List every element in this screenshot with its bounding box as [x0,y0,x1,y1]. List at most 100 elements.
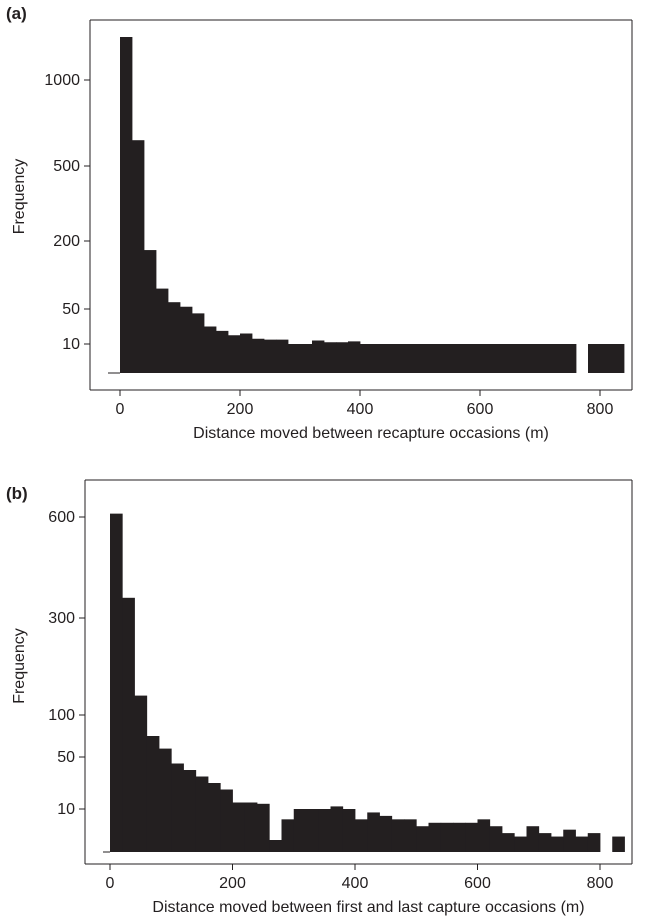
histogram-bar [489,826,503,852]
histogram-bar [144,250,157,373]
x-tick-label: 0 [106,875,115,892]
panel-a-label: (a) [6,4,27,23]
histogram-bar [120,37,133,373]
y-tick-label: 10 [62,336,80,353]
histogram-bar [453,822,466,852]
histogram-bar [379,815,393,852]
histogram-bar [244,802,258,852]
y-tick-label: 100 [48,707,75,724]
histogram-bar [477,819,491,852]
histogram-bar [468,344,481,373]
y-tick-label: 1000 [44,72,80,89]
histogram-bar [192,313,205,373]
histogram-bar [195,776,209,852]
histogram-bar [408,344,421,373]
histogram-bar [420,344,433,373]
histogram-bar [276,339,289,373]
histogram-bar [528,344,541,373]
histogram-bar [264,339,277,373]
panel-b-label: (b) [6,484,28,503]
histogram-bar [134,695,148,852]
histogram-bar [551,836,564,852]
histogram-bar [588,344,601,373]
histogram-bar [269,840,282,852]
histogram-bar [232,802,246,852]
x-tick-label: 200 [219,875,246,892]
histogram-bar [502,833,515,852]
histogram-bar [440,822,454,852]
y-axis-title: Frequency [11,159,28,235]
histogram-bar [318,809,331,852]
x-tick-label: 400 [342,875,369,892]
histogram-bar [367,812,380,852]
histogram-bar [526,826,540,852]
histogram-bar [228,335,241,373]
histogram-bar [132,140,145,373]
histogram-bar [348,341,361,373]
y-tick-label: 600 [48,509,75,526]
histogram-bar [156,288,169,373]
histogram-bar [384,344,397,373]
histogram-bar [306,809,319,852]
histogram-bar [122,597,135,852]
histogram-bar [432,344,445,373]
histogram-bar [514,836,527,852]
histogram-bar [336,342,349,373]
histogram-bar [257,803,270,852]
histogram-bar [612,836,625,852]
histogram-bar [204,326,217,373]
histogram-bar [330,806,344,852]
histogram-a: 0 200 400 600 800 10 50 200 500 1000 Distance move… [11,19,633,442]
x-tick-label: 800 [587,875,614,892]
histogram-b: 0 200 400 600 800 10 50 100 300 600 Distance moved… [11,479,633,916]
y-axis-title: Frequency [11,628,28,704]
histogram-bar [428,822,442,852]
histogram-bar [563,829,576,852]
histogram-bar [208,783,221,852]
histogram-bar [391,819,405,852]
x-tick-label: 600 [467,401,494,418]
histogram-bar [465,822,478,852]
histogram-bar [516,344,529,373]
y-tick-label: 500 [53,158,80,175]
panel-b: (b) 0 200 400 600 800 10 50 100 300 600 Distance m… [0,460,646,923]
histogram-bar [575,836,589,852]
histogram-bar [168,302,181,373]
y-tick-label: 50 [62,301,80,318]
histogram-bar [288,344,301,373]
x-tick-label: 0 [116,401,125,418]
histogram-bar [492,344,505,373]
histogram-bar [216,330,229,373]
histogram-bar [220,789,233,852]
y-tick-label: 50 [57,749,75,766]
histogram-bar [252,338,265,373]
histogram-bar [324,342,337,373]
histogram-bar [342,809,356,852]
histogram-bar [372,344,385,373]
histogram-bar [564,344,577,373]
histogram-bar [180,306,193,373]
histogram-bar [171,763,184,852]
histogram-bar [396,344,409,373]
y-tick-label: 300 [48,610,75,627]
histogram-bar [612,344,625,373]
histogram-bar [416,826,429,852]
x-tick-label: 800 [587,401,614,418]
histogram-bar [110,513,123,852]
histogram-bar [183,770,197,852]
histogram-bar [587,833,601,852]
x-axis-title: Distance moved between recapture occasio… [193,425,549,442]
histogram-bar [552,344,565,373]
histogram-bar [312,340,325,373]
histogram-bar [540,344,553,373]
histogram-bar [146,736,160,852]
histogram-bar [281,819,295,852]
histogram-bar [159,748,172,852]
histogram-bar [355,819,368,852]
histogram-bar [444,344,457,373]
panel-a: (a) 0 200 400 600 800 10 50 200 500 1000 Distance … [0,0,646,460]
y-tick-label: 10 [57,801,75,818]
histogram-bar [480,344,493,373]
histogram-bar [404,819,417,852]
histogram-bar [538,833,552,852]
